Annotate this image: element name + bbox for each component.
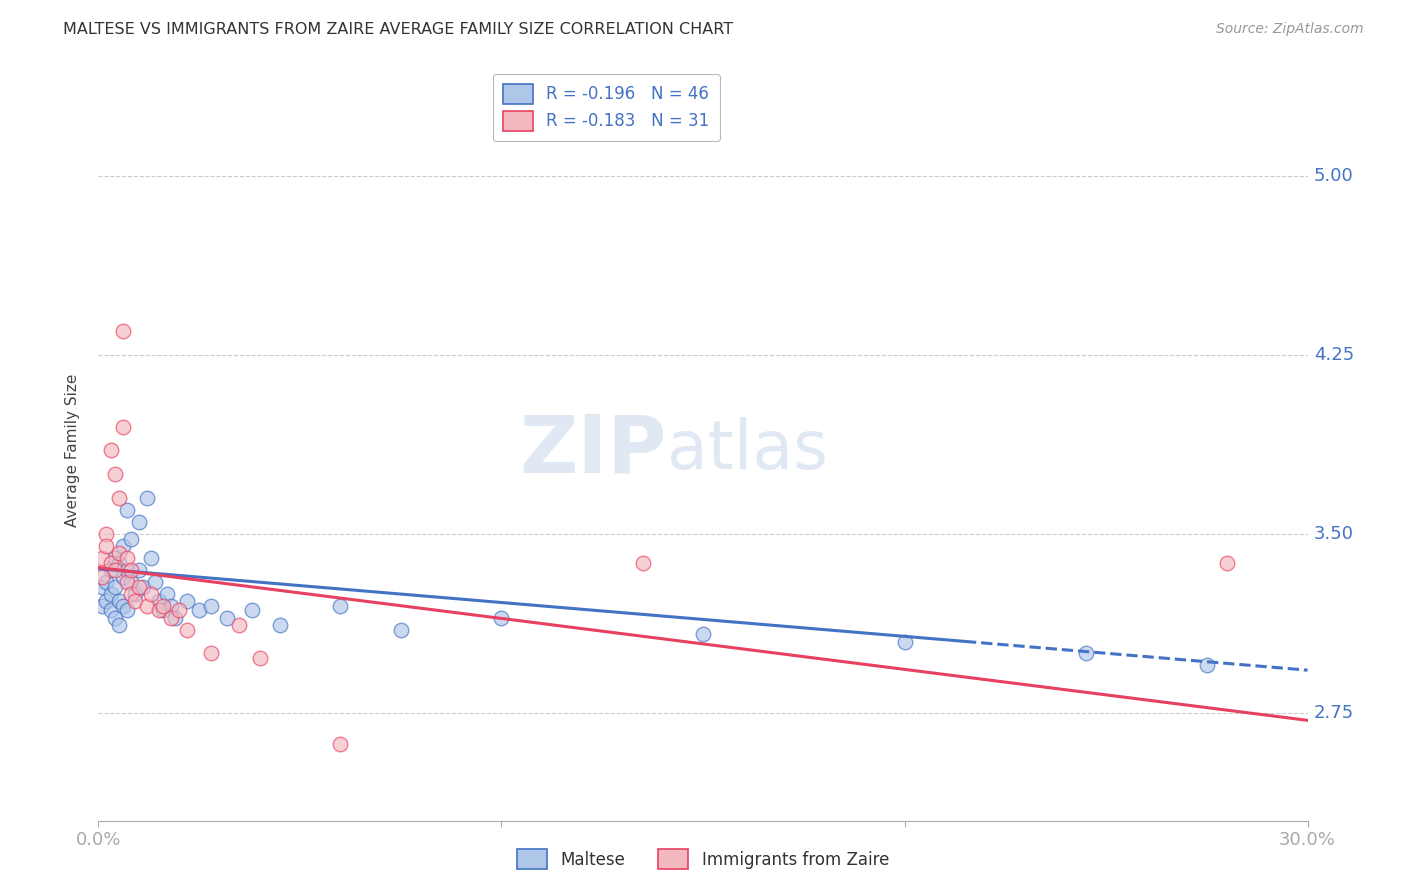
Point [228,617,250,632]
Point [115,563,138,577]
Point [100,556,122,570]
Point [1074,647,1097,661]
Point [103,610,125,624]
Point [100,443,122,458]
Point [135,491,157,506]
Point [132,580,155,594]
Point [240,603,263,617]
Point [115,550,138,565]
Point [107,491,129,506]
Point [111,539,134,553]
Point [389,623,412,637]
Point [103,467,125,482]
Point [128,563,150,577]
Point [96,539,118,553]
Point [188,603,211,617]
Point [96,574,118,589]
Point [103,550,125,565]
Point [128,515,150,529]
Point [124,594,146,608]
Point [91,570,114,584]
Point [148,603,170,617]
Legend: R = -0.196   N = 46, R = -0.183   N = 31: R = -0.196 N = 46, R = -0.183 N = 31 [494,74,720,141]
Point [120,563,142,577]
Point [200,599,222,613]
Point [139,550,162,565]
Y-axis label: Average Family Size: Average Family Size [65,374,80,527]
Point [111,599,134,613]
Point [107,617,129,632]
Point [115,503,138,517]
Point [107,594,129,608]
Point [107,546,129,560]
Point [135,599,157,613]
Point [176,623,198,637]
Point [152,603,174,617]
Text: MALTESE VS IMMIGRANTS FROM ZAIRE AVERAGE FAMILY SIZE CORRELATION CHART: MALTESE VS IMMIGRANTS FROM ZAIRE AVERAGE… [63,22,734,37]
Point [160,610,183,624]
Point [96,594,118,608]
Point [103,563,125,577]
Point [91,550,114,565]
Point [893,634,915,648]
Point [139,587,162,601]
Point [167,603,190,617]
Text: ZIP: ZIP [519,411,666,490]
Point [329,737,352,751]
Point [269,617,291,632]
Point [1216,556,1239,570]
Point [152,599,174,613]
Point [1195,658,1218,673]
Text: 4.25: 4.25 [1313,346,1354,364]
Point [120,587,142,601]
Text: atlas: atlas [666,417,828,483]
Point [148,594,170,608]
Point [176,594,198,608]
Point [120,574,142,589]
Point [100,603,122,617]
Point [163,610,186,624]
Point [107,556,129,570]
Point [128,580,150,594]
Text: Source: ZipAtlas.com: Source: ZipAtlas.com [1216,22,1364,37]
Point [100,563,122,577]
Point [156,587,179,601]
Point [111,419,134,434]
Point [160,599,183,613]
Point [200,647,222,661]
Text: 5.00: 5.00 [1313,167,1354,185]
Point [217,610,239,624]
Point [143,574,166,589]
Point [491,610,513,624]
Point [115,603,138,617]
Point [111,324,134,338]
Point [124,587,146,601]
Legend: Maltese, Immigrants from Zaire: Maltese, Immigrants from Zaire [508,838,898,880]
Text: 2.75: 2.75 [1313,704,1354,723]
Point [91,580,114,594]
Point [115,574,138,589]
Point [692,627,714,641]
Point [249,651,271,665]
Point [96,527,118,541]
Point [111,570,134,584]
Text: 3.50: 3.50 [1313,525,1354,543]
Point [91,599,114,613]
Point [329,599,352,613]
Point [100,587,122,601]
Point [631,556,654,570]
Point [103,580,125,594]
Point [120,532,142,546]
